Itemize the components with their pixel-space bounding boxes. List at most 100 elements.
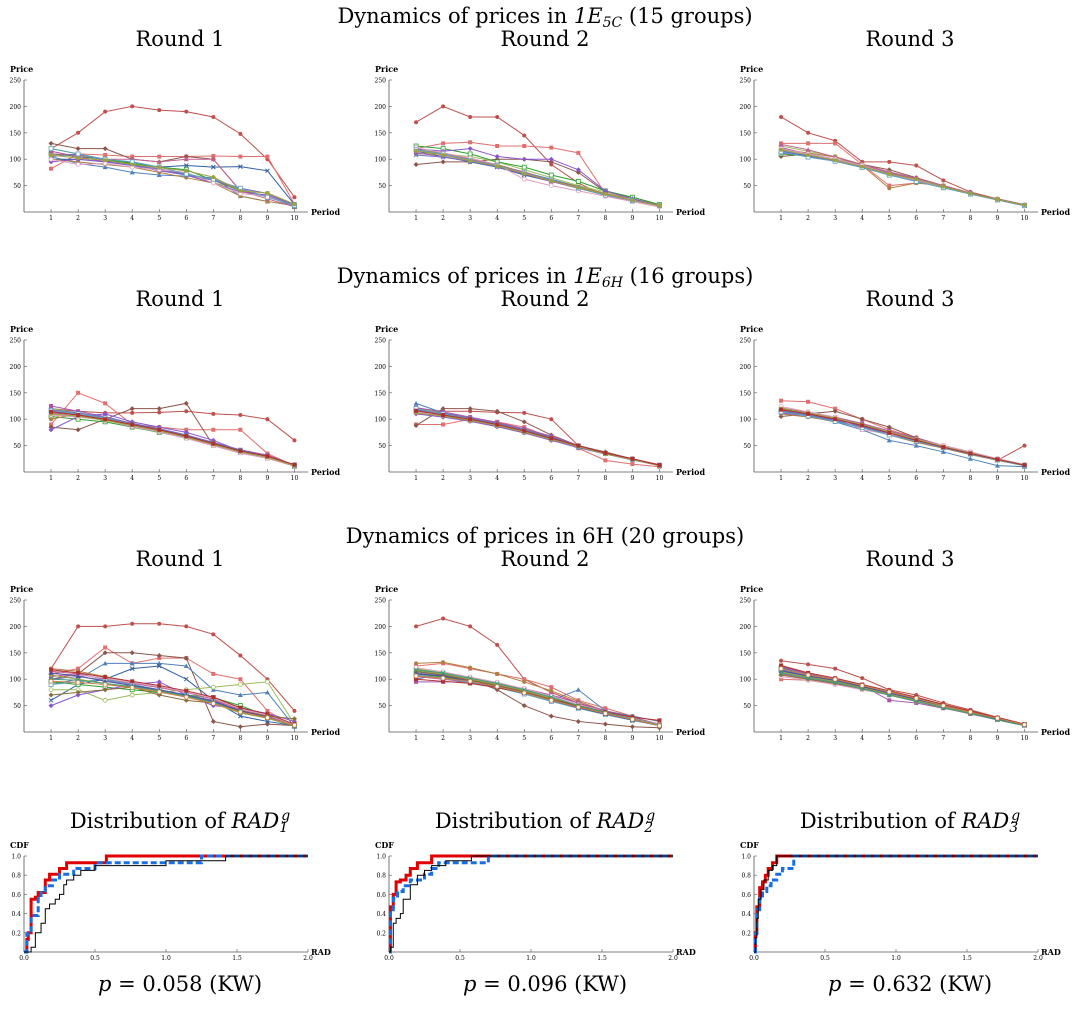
x-tick-label: 3 [103,215,107,222]
series-line-1 [780,116,1025,206]
series-line-11 [50,670,295,726]
data-point [413,161,419,167]
data-point [806,141,811,146]
data-point [778,666,784,672]
series-line-3 [415,408,660,466]
data-point [657,463,662,468]
data-point [941,184,946,189]
data-point [887,183,892,188]
data-point [103,401,108,406]
data-point [995,457,1000,462]
data-point [49,404,54,408]
data-point [76,156,81,161]
series-line-17 [50,686,295,720]
x-axis-label: RAD [311,947,331,957]
y-axis-label: CDF [10,840,29,850]
data-point [157,427,162,432]
data-point [548,156,554,162]
x-tick-label: 10 [291,215,299,222]
data-point [495,422,500,427]
data-point [184,427,189,432]
data-point [806,399,811,404]
x-tick-label: 0.0 [749,955,759,962]
data-point [75,427,81,433]
series-line-3 [50,652,295,728]
x-tick-label: 4 [130,475,134,482]
data-point [414,148,419,153]
data-point [886,437,892,443]
data-point [779,658,784,663]
data-point [494,408,500,414]
data-point [629,724,635,730]
data-point [237,682,243,687]
data-point [157,165,162,170]
data-point [265,194,270,200]
data-point [521,156,527,162]
data-point [805,672,811,678]
data-point [887,159,892,164]
y-tick-label: 250 [375,598,387,605]
series-line-15 [415,412,660,467]
x-tick-label: 5 [522,475,526,482]
data-point [1022,463,1027,468]
data-point [238,653,243,658]
x-tick-label: 4 [495,735,499,742]
data-point [156,159,162,164]
data-point [102,164,108,170]
x-tick-label: 5 [522,735,526,742]
y-axis-label: CDF [740,840,759,850]
series-line-12 [50,409,295,466]
data-point [103,158,108,163]
p-value-2: p = 0.096 (KW) [462,972,628,996]
x-tick-label: 1.0 [161,955,171,962]
series-line-18 [50,672,295,727]
x-tick-label: 0.5 [820,955,830,962]
series-line-20 [51,680,295,726]
data-point [238,131,243,136]
series-line-7 [415,145,660,206]
series-line-4 [50,413,295,467]
data-point [521,419,527,425]
y-tick-label: 100 [740,417,752,424]
data-point [467,151,473,157]
y-tick-label: 1.0 [376,854,386,861]
data-point [49,152,54,157]
x-axis-label: Period [1041,207,1070,217]
x-tick-label: 3 [468,735,472,742]
data-point [941,445,946,450]
x-tick-label: 1.0 [526,955,536,962]
data-point [467,678,473,684]
x-tick-label: 0.5 [455,955,465,962]
data-point [76,624,81,629]
x-tick-label: 1.0 [891,955,901,962]
data-point [602,721,608,727]
y-tick-label: 1.0 [11,854,21,861]
data-point [157,410,162,415]
series-line-14 [50,148,295,206]
series-line-1 [415,617,660,725]
series-line-8 [50,413,295,467]
data-point [522,679,527,684]
x-tick-label: 4 [130,735,134,742]
data-point [779,147,784,152]
series-line-13 [50,158,295,207]
data-point [130,162,135,167]
data-point [522,171,527,176]
data-point [441,104,446,109]
round-title: Round 2 [500,547,590,571]
data-point [1022,203,1027,208]
x-tick-label: 1 [779,475,783,482]
data-point [292,722,297,728]
x-tick-label: 0.0 [19,955,29,962]
data-point [549,436,554,441]
x-tick-label: 1 [414,475,418,482]
x-tick-label: 1 [779,215,783,222]
series-line-2 [50,392,295,467]
cdf-series-3 [389,855,673,953]
y-tick-label: 150 [740,130,752,137]
data-point [129,660,135,666]
data-point [183,676,189,682]
data-point [833,141,838,146]
data-point [548,697,554,703]
data-point [522,144,527,148]
